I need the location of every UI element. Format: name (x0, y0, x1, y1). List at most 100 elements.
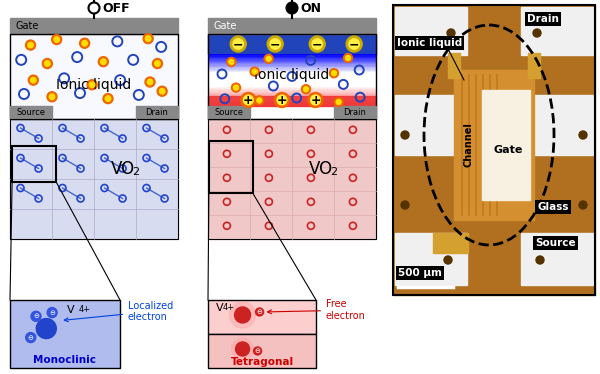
Bar (448, 53, 460, 78)
Circle shape (579, 201, 587, 209)
Bar (10, 119, 178, 239)
Bar (208, 72, 376, 74)
Bar (208, 62, 376, 64)
Bar (208, 79, 376, 80)
Text: ⊖: ⊖ (49, 310, 55, 316)
Circle shape (252, 69, 257, 74)
Circle shape (257, 98, 262, 103)
Text: −: − (270, 38, 280, 51)
Circle shape (232, 83, 241, 92)
Bar (208, 61, 376, 62)
Circle shape (349, 39, 359, 49)
Circle shape (241, 92, 256, 107)
Text: +: + (243, 94, 254, 107)
Text: Drain: Drain (344, 108, 367, 117)
Text: Drain: Drain (146, 108, 169, 117)
Bar (208, 63, 376, 65)
Bar (208, 71, 376, 73)
Circle shape (336, 99, 341, 104)
Text: +: + (277, 94, 287, 107)
Bar (208, 94, 376, 96)
Text: Channel: Channel (464, 123, 474, 168)
Bar (454, 70, 534, 220)
Circle shape (536, 256, 544, 264)
Circle shape (255, 96, 264, 105)
Circle shape (54, 37, 59, 42)
Text: Gate: Gate (213, 21, 236, 31)
Circle shape (533, 29, 541, 37)
Bar (12, 146, 56, 182)
Bar (208, 96, 376, 106)
Bar (208, 81, 376, 83)
Bar (208, 55, 376, 57)
Circle shape (143, 34, 153, 44)
Bar (208, 89, 376, 91)
Circle shape (346, 36, 362, 52)
Circle shape (270, 39, 280, 49)
Bar (208, 67, 376, 69)
Bar (136, 106, 178, 119)
Circle shape (274, 92, 289, 107)
Circle shape (444, 256, 452, 264)
Circle shape (233, 85, 238, 90)
Bar (10, 34, 178, 119)
Circle shape (277, 95, 287, 105)
Text: +: + (310, 94, 321, 107)
Text: ⊖: ⊖ (33, 313, 39, 319)
Bar (533, 95, 593, 155)
Text: Source: Source (535, 238, 575, 248)
Circle shape (343, 53, 353, 62)
Bar (208, 18, 376, 34)
Bar (208, 102, 376, 104)
Bar (208, 105, 376, 107)
Circle shape (47, 307, 57, 318)
Bar (208, 58, 376, 60)
Bar (393, 5, 595, 295)
Circle shape (256, 308, 263, 316)
Circle shape (334, 98, 343, 107)
Bar (208, 34, 376, 54)
Text: 4+: 4+ (223, 303, 235, 313)
Bar (208, 54, 376, 56)
Circle shape (287, 3, 298, 13)
Bar (208, 66, 376, 67)
Bar (521, 7, 593, 55)
Circle shape (89, 3, 100, 13)
Text: Tetragonal: Tetragonal (230, 357, 293, 367)
Circle shape (155, 61, 160, 66)
Circle shape (37, 319, 56, 338)
Circle shape (26, 332, 36, 343)
Bar (208, 98, 376, 100)
Circle shape (87, 80, 97, 90)
Circle shape (147, 79, 153, 85)
Bar (208, 74, 376, 75)
Bar (393, 5, 595, 295)
Bar (208, 70, 376, 71)
Text: VO: VO (110, 160, 134, 178)
Circle shape (302, 85, 311, 94)
Circle shape (52, 34, 62, 45)
Circle shape (401, 131, 409, 139)
Bar (208, 106, 250, 119)
Text: Glass: Glass (537, 202, 569, 212)
Circle shape (89, 82, 95, 88)
Bar (208, 76, 376, 78)
Bar (10, 300, 120, 368)
Circle shape (401, 201, 409, 209)
Bar (528, 53, 540, 78)
Circle shape (31, 77, 36, 83)
Circle shape (447, 29, 455, 37)
Bar (208, 59, 376, 61)
Circle shape (28, 42, 33, 48)
Text: Ionic liquid: Ionic liquid (56, 77, 131, 92)
Circle shape (329, 69, 338, 78)
Bar (209, 141, 253, 193)
Circle shape (103, 94, 113, 104)
Text: −: − (233, 38, 244, 51)
Text: OFF: OFF (102, 1, 130, 15)
Bar (10, 18, 178, 34)
Circle shape (160, 89, 165, 94)
Bar (208, 103, 376, 105)
Text: ⊖: ⊖ (28, 335, 34, 341)
Circle shape (233, 39, 244, 49)
